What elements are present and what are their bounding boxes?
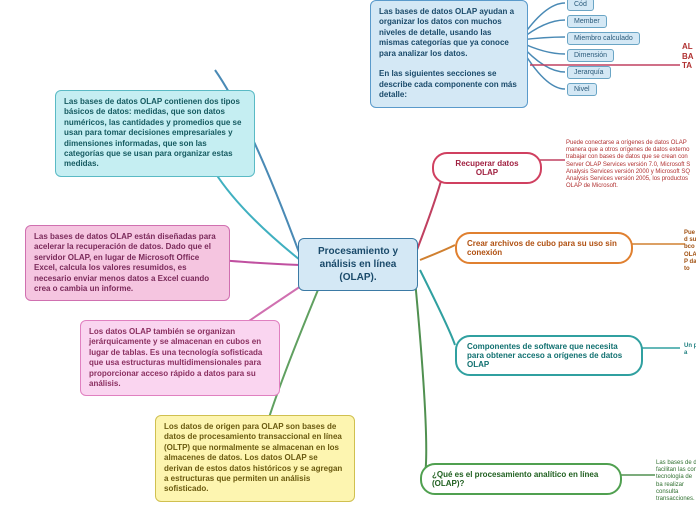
tag-cod[interactable]: Cód [567, 0, 594, 11]
note-red: Puede conectarse a orígenes de datos OLA… [566, 140, 696, 190]
center-node[interactable]: Procesamiento y análisis en línea (OLAP)… [298, 238, 418, 291]
branch-recuperar[interactable]: Recuperar datos OLAP [432, 152, 542, 184]
note-teal: Un pa [684, 343, 696, 357]
note-cut-red: AL BA TA [682, 42, 694, 71]
branch-que-es[interactable]: ¿Qué es el procesamiento analítico en lí… [420, 463, 622, 495]
tag-miembro[interactable]: Miembro calculado [567, 32, 640, 45]
cyan-box: Las bases de datos OLAP contienen dos ti… [55, 90, 255, 177]
branch-componentes[interactable]: Componentes de software que necesita par… [455, 335, 643, 376]
branch-crear[interactable]: Crear archivos de cubo para su uso sin c… [455, 232, 633, 264]
tag-dimension[interactable]: Dimensión [567, 49, 614, 62]
note-orange: Pued subco OLAP dato [684, 230, 696, 273]
note-green: Las bases de d facilitan las con tecnolo… [656, 460, 696, 503]
tag-member[interactable]: Member [567, 15, 607, 28]
tag-nivel[interactable]: Nivel [567, 83, 597, 96]
tag-jerarquia[interactable]: Jerarquía [567, 66, 611, 79]
yellow-box: Los datos de origen para OLAP son bases … [155, 415, 355, 502]
blue-top-box: Las bases de datos OLAP ayudan a organiz… [370, 0, 528, 108]
pink-box: Los datos OLAP también se organizan jerá… [80, 320, 280, 396]
magenta-box: Las bases de datos OLAP están diseñadas … [25, 225, 230, 301]
